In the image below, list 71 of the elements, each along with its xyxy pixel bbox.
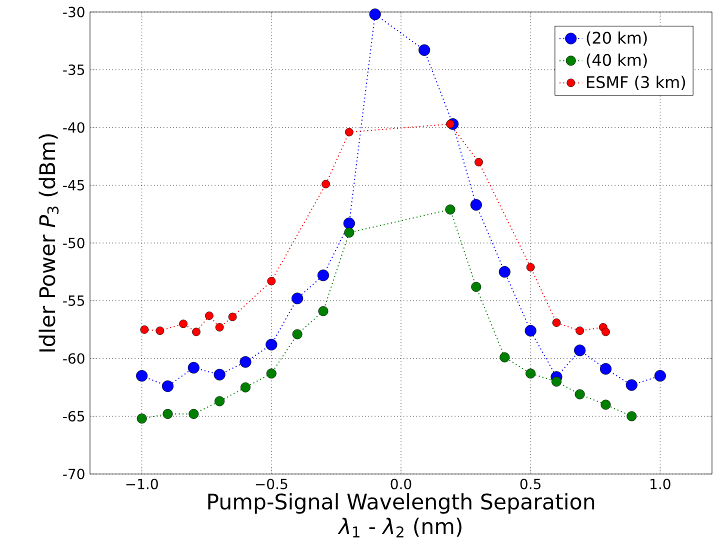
point <box>292 292 304 304</box>
point <box>317 270 330 282</box>
legend-label: (20 km) <box>586 31 647 46</box>
point <box>215 323 224 332</box>
y-tick-label: -70 <box>63 468 84 480</box>
point <box>188 362 200 374</box>
point <box>552 318 561 327</box>
point <box>526 263 535 272</box>
point <box>446 120 454 128</box>
point <box>500 352 510 362</box>
point <box>344 228 354 238</box>
point <box>156 326 164 335</box>
point <box>600 400 611 410</box>
point <box>600 363 612 375</box>
point <box>266 338 278 350</box>
y-tick-label: -65 <box>63 410 84 422</box>
point <box>292 329 302 340</box>
point <box>626 411 637 422</box>
point <box>162 380 174 392</box>
point <box>470 199 482 211</box>
point <box>602 328 610 336</box>
point <box>140 325 149 334</box>
point <box>136 414 147 424</box>
point <box>654 370 666 382</box>
y-tick-label: -55 <box>63 296 84 306</box>
point <box>214 368 226 380</box>
point <box>418 44 430 56</box>
y-tick-label: -50 <box>63 238 84 248</box>
point <box>322 180 330 188</box>
point <box>369 8 381 20</box>
point <box>228 312 237 322</box>
point <box>162 408 173 419</box>
x-tick-label: 1.0 <box>650 478 670 490</box>
point <box>343 218 355 230</box>
point <box>498 266 510 278</box>
y-tick-label: -40 <box>63 122 84 133</box>
y-tick-label: -45 <box>63 180 84 190</box>
point <box>574 389 585 400</box>
y-tick-label: -60 <box>63 353 84 364</box>
point <box>318 306 328 316</box>
point <box>240 356 252 368</box>
point <box>179 320 188 328</box>
point <box>136 370 148 382</box>
point <box>344 128 354 136</box>
text: Pump-Signal Wavelength Separation <box>208 493 594 514</box>
point <box>471 282 482 292</box>
y-tick-label: -30 <box>63 6 84 18</box>
point <box>240 382 250 392</box>
y-axis-title: Idler Power P$_{3}$ (dBm) <box>38 134 59 352</box>
point <box>266 368 276 379</box>
point <box>267 276 276 286</box>
point <box>205 312 214 320</box>
point <box>574 344 586 356</box>
legend-label: (40 km) <box>586 54 647 68</box>
point <box>626 379 638 391</box>
text: λ$_{1}$ - λ$_{2}$ (nm) <box>338 518 462 538</box>
point <box>526 368 536 379</box>
x-tick-label: −1.0 <box>126 478 158 490</box>
y-tick-label: -35 <box>63 64 84 76</box>
x-tick-label: −0.5 <box>256 478 288 490</box>
point <box>576 326 584 335</box>
point <box>188 408 199 419</box>
point <box>192 328 200 336</box>
point <box>445 204 456 214</box>
x-tick-label: 0.0 <box>390 478 412 490</box>
point <box>524 324 536 337</box>
point <box>214 396 225 406</box>
legend-label: ESMF (3 km) <box>587 76 686 90</box>
point <box>551 376 562 387</box>
x-tick-label: 0.5 <box>520 478 540 490</box>
point <box>474 158 483 166</box>
